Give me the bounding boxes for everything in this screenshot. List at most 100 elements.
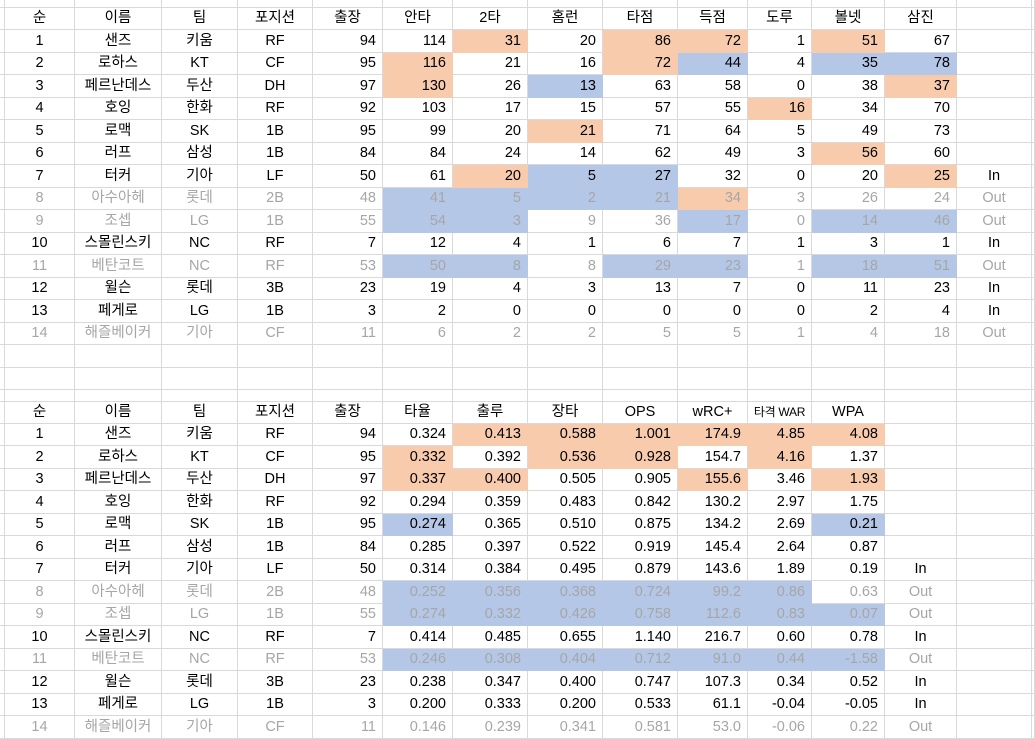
table1-row2-runs[interactable]: 44 [678,52,748,75]
table2-row2-games[interactable]: 95 [313,446,383,469]
table1-row7-walks[interactable]: 20 [812,165,885,188]
empty-cell[interactable] [528,0,603,8]
table2-row10-wrc-plus[interactable]: 216.7 [678,626,748,649]
table2-row7-rank[interactable]: 7 [5,558,75,581]
table1-row4-walks[interactable]: 34 [812,97,885,120]
table1-row8-status[interactable]: Out [957,187,1032,210]
table1-row5-position[interactable]: 1B [238,120,313,143]
table1-row8-home-runs[interactable]: 2 [528,187,603,210]
table2-row8-games[interactable]: 48 [313,581,383,604]
empty-cell[interactable] [957,716,1032,739]
table2-row3-wpa[interactable]: 1.93 [812,468,885,491]
table1-row12-team[interactable]: 롯데 [162,277,238,300]
table1-header-doubles[interactable]: 2타 [453,7,528,30]
table1-row14-steals[interactable]: 1 [748,322,812,345]
empty-cell[interactable] [957,468,1032,491]
table2-row2-ops[interactable]: 0.928 [603,446,678,469]
table2-row12-status[interactable]: In [885,671,957,694]
empty-cell[interactable] [0,210,5,233]
table1-row6-name[interactable]: 러프 [75,142,162,165]
table1-row10-walks[interactable]: 3 [812,232,885,255]
table1-row14-name[interactable]: 해즐베이커 [75,322,162,345]
table2-row6-name[interactable]: 러프 [75,536,162,559]
table2-row13-war[interactable]: -0.04 [748,693,812,716]
table2-row5-wrc-plus[interactable]: 134.2 [678,513,748,536]
table2-row11-status[interactable]: Out [885,648,957,671]
table1-row13-home-runs[interactable]: 0 [528,300,603,323]
empty-cell[interactable] [0,491,5,514]
table1-row10-rank[interactable]: 10 [5,232,75,255]
table1-row5-rank[interactable]: 5 [5,120,75,143]
table1-row5-rbi[interactable]: 71 [603,120,678,143]
table1-row12-games[interactable]: 23 [313,277,383,300]
table2-row8-status[interactable]: Out [885,581,957,604]
table2-row8-war[interactable]: 0.86 [748,581,812,604]
table1-row8-steals[interactable]: 3 [748,187,812,210]
table2-header-avg[interactable]: 타율 [383,401,453,424]
empty-cell[interactable] [453,367,528,390]
table1-row10-games[interactable]: 7 [313,232,383,255]
table1-header-position[interactable]: 포지션 [238,7,313,30]
empty-cell[interactable] [678,390,748,402]
table2-row7-name[interactable]: 터커 [75,558,162,581]
table1-row1-runs[interactable]: 72 [678,30,748,53]
table2-row1-status[interactable] [885,423,957,446]
table2-row12-wpa[interactable]: 0.52 [812,671,885,694]
table1-header-hits[interactable]: 안타 [383,7,453,30]
table1-row2-name[interactable]: 로하스 [75,52,162,75]
table2-row13-wrc-plus[interactable]: 61.1 [678,693,748,716]
table2-row5-war[interactable]: 2.69 [748,513,812,536]
empty-cell[interactable] [748,345,812,368]
table2-row5-team[interactable]: SK [162,513,238,536]
table2-row1-wrc-plus[interactable]: 174.9 [678,423,748,446]
table1-row5-steals[interactable]: 5 [748,120,812,143]
empty-cell[interactable] [0,0,5,8]
table2-row3-wrc-plus[interactable]: 155.6 [678,468,748,491]
table1-row6-rank[interactable]: 6 [5,142,75,165]
empty-cell[interactable] [0,671,5,694]
empty-cell[interactable] [5,390,75,402]
table1-row7-strikeouts[interactable]: 25 [885,165,957,188]
empty-cell[interactable] [453,0,528,8]
table1-row10-steals[interactable]: 1 [748,232,812,255]
table2-row14-rank[interactable]: 14 [5,716,75,739]
table2-row12-rank[interactable]: 12 [5,671,75,694]
table1-row2-status[interactable] [957,52,1032,75]
table2-row5-rank[interactable]: 5 [5,513,75,536]
table2-header-status[interactable] [885,401,957,424]
empty-cell[interactable] [238,345,313,368]
table1-row3-strikeouts[interactable]: 37 [885,75,957,98]
empty-cell[interactable] [957,693,1032,716]
table2-row11-wrc-plus[interactable]: 91.0 [678,648,748,671]
table2-row3-status[interactable] [885,468,957,491]
table2-row8-position[interactable]: 2B [238,581,313,604]
empty-cell[interactable] [812,345,885,368]
table2-row7-wrc-plus[interactable]: 143.6 [678,558,748,581]
table2-row6-rank[interactable]: 6 [5,536,75,559]
table2-row4-wpa[interactable]: 1.75 [812,491,885,514]
table2-row5-obp[interactable]: 0.365 [453,513,528,536]
table1-header-name[interactable]: 이름 [75,7,162,30]
empty-cell[interactable] [162,390,238,402]
table2-row6-slg[interactable]: 0.522 [528,536,603,559]
table1-row9-rbi[interactable]: 36 [603,210,678,233]
table2-row12-team[interactable]: 롯데 [162,671,238,694]
empty-cell[interactable] [0,277,5,300]
table1-row11-home-runs[interactable]: 8 [528,255,603,278]
table1-row10-doubles[interactable]: 4 [453,232,528,255]
empty-cell[interactable] [5,367,75,390]
empty-cell[interactable] [162,345,238,368]
table2-row5-status[interactable] [885,513,957,536]
empty-cell[interactable] [603,345,678,368]
table1-row2-games[interactable]: 95 [313,52,383,75]
table1-row12-home-runs[interactable]: 3 [528,277,603,300]
empty-cell[interactable] [0,142,5,165]
table2-row14-slg[interactable]: 0.341 [528,716,603,739]
table1-row11-runs[interactable]: 23 [678,255,748,278]
table2-row13-avg[interactable]: 0.200 [383,693,453,716]
table1-row2-steals[interactable]: 4 [748,52,812,75]
table2-row14-name[interactable]: 해즐베이커 [75,716,162,739]
table1-row9-walks[interactable]: 14 [812,210,885,233]
table1-row5-games[interactable]: 95 [313,120,383,143]
table2-row2-wpa[interactable]: 1.37 [812,446,885,469]
